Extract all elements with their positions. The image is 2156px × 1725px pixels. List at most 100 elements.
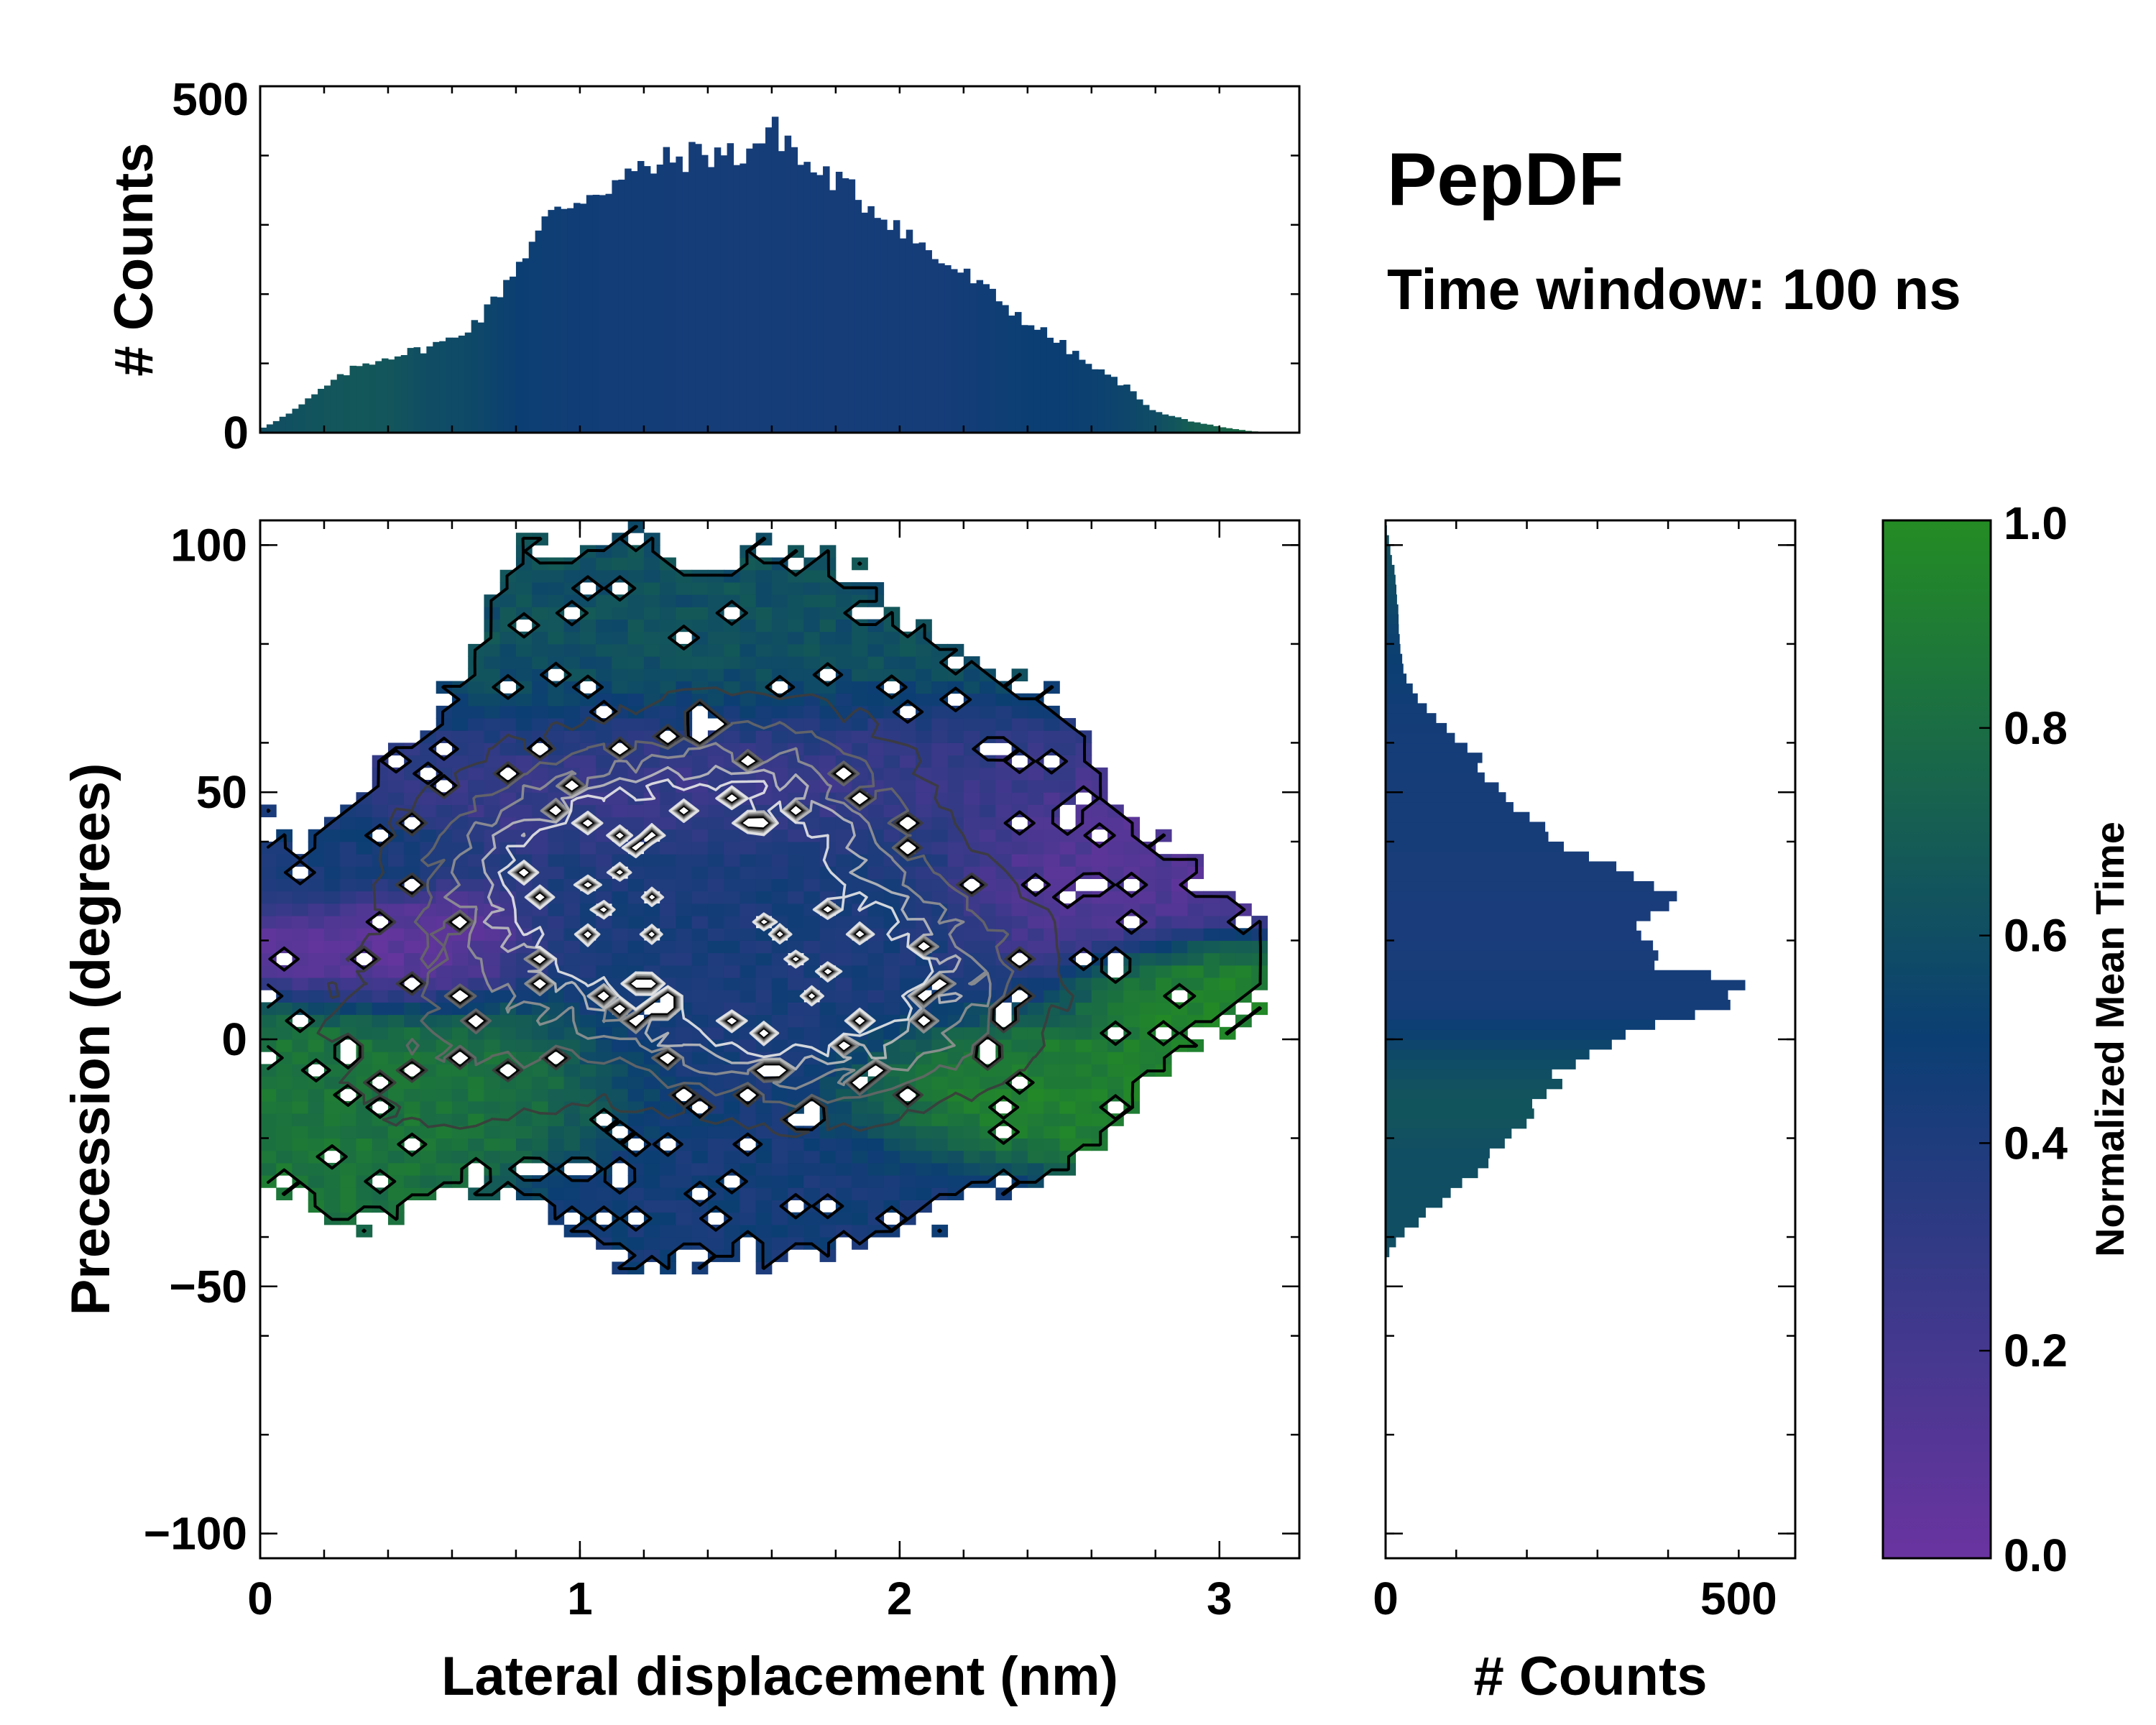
top-histogram-bar [1053, 342, 1060, 433]
heatmap-cell [963, 755, 980, 768]
heatmap-cell [1059, 1076, 1077, 1090]
heatmap-cell [1027, 705, 1044, 719]
heatmap-cell [627, 878, 645, 892]
heatmap-cell [740, 891, 757, 904]
heatmap-cell [1011, 1088, 1028, 1102]
heatmap-cell [916, 891, 932, 904]
heatmap-cell [980, 903, 996, 916]
heatmap-cell [931, 878, 949, 892]
heatmap-cell [484, 693, 501, 707]
heatmap-cell [308, 1088, 325, 1102]
heatmap-cell [340, 1113, 356, 1126]
heatmap-cell [707, 804, 724, 818]
heatmap-cell [771, 990, 788, 1003]
heatmap-cell [819, 1076, 837, 1090]
heatmap-cell [691, 829, 709, 842]
heatmap-cell [1187, 978, 1204, 990]
heatmap-cell [579, 1126, 596, 1139]
heatmap-cell [596, 878, 612, 892]
heatmap-cell [643, 903, 660, 916]
heatmap-cell [755, 780, 773, 793]
heatmap-cell [323, 891, 341, 904]
heatmap-cell [724, 631, 740, 645]
heatmap-cell [691, 668, 709, 681]
heatmap-cell [596, 594, 612, 607]
heatmap-cell [404, 1100, 420, 1114]
heatmap-cell [1139, 952, 1156, 966]
right-histogram-bar [1386, 1246, 1390, 1258]
heatmap-cell [532, 1113, 548, 1126]
heatmap-cell [1155, 916, 1172, 929]
heatmap-cell [356, 816, 373, 830]
right-histogram-bar [1386, 950, 1659, 961]
heatmap-cell [484, 841, 501, 855]
top-histogram-bar [669, 162, 676, 433]
heatmap-cell [740, 952, 757, 966]
heatmap-cell [1155, 1002, 1172, 1016]
heatmap-cell [803, 978, 821, 990]
heatmap-cell [803, 1138, 821, 1151]
heatmap-cell [484, 990, 501, 1003]
heatmap-cell [755, 1150, 773, 1164]
top-histogram-bar [637, 161, 645, 433]
heatmap-cell [819, 866, 837, 880]
top-histogram-bar [1046, 337, 1054, 433]
heatmap-cell [676, 656, 693, 669]
top-histogram-bar [1110, 377, 1118, 433]
heatmap-cell [707, 854, 724, 867]
heatmap-cell [499, 656, 517, 669]
heatmap-cell [1075, 1100, 1092, 1114]
heatmap-cell [372, 1002, 389, 1016]
right-histogram-bar [1386, 604, 1399, 615]
heatmap-cell [883, 1002, 900, 1016]
heatmap-cell [724, 1002, 740, 1016]
heatmap-cell [691, 952, 709, 966]
heatmap-cell [532, 1064, 548, 1077]
top-histogram-bar [573, 203, 581, 433]
heatmap-cell [1187, 952, 1204, 966]
heatmap-cell [771, 631, 788, 645]
heatmap-cell [276, 1064, 292, 1077]
heatmap-cell [1059, 1126, 1077, 1139]
colorbar-tick-label: 0.2 [2004, 1325, 2068, 1376]
heatmap-cell [740, 878, 757, 892]
heatmap-cell [627, 656, 645, 669]
heatmap-cell [1091, 916, 1108, 929]
top-histogram-bar [349, 365, 357, 433]
heatmap-cell [499, 878, 517, 892]
heatmap-cell [931, 730, 949, 743]
heatmap-cell [883, 742, 900, 756]
heatmap-cell [579, 755, 596, 768]
top-histogram-bar [854, 200, 862, 433]
heatmap-cell [660, 891, 676, 904]
heatmap-cell [1011, 1026, 1028, 1040]
heatmap-cell [867, 940, 885, 954]
top-histogram-bar [816, 175, 824, 433]
heatmap-cell [676, 878, 693, 892]
heatmap-cell [899, 730, 916, 743]
right-histogram-bar [1386, 1167, 1478, 1179]
heatmap-cell [484, 1076, 501, 1090]
top-histogram-bar [752, 143, 760, 433]
heatmap-cell [676, 1113, 693, 1126]
heatmap-cell [867, 891, 885, 904]
heatmap-cell [899, 780, 916, 793]
heatmap-cell [707, 643, 724, 657]
heatmap-cell [771, 643, 788, 657]
heatmap-cell [1203, 990, 1220, 1003]
heatmap-cell [755, 1002, 773, 1016]
heatmap-cell [468, 705, 484, 719]
heatmap-cell [484, 643, 501, 657]
heatmap-cell [532, 681, 548, 694]
top-histogram-bar [279, 416, 287, 433]
heatmap-cell [1171, 916, 1188, 929]
heatmap-cell [771, 940, 788, 954]
heatmap-cell [515, 792, 533, 805]
right-histogram-bar [1386, 940, 1654, 951]
heatmap-cell [740, 916, 757, 929]
heatmap-cell [308, 952, 325, 966]
heatmap-cell [803, 619, 821, 632]
heatmap-cell [740, 1162, 757, 1176]
